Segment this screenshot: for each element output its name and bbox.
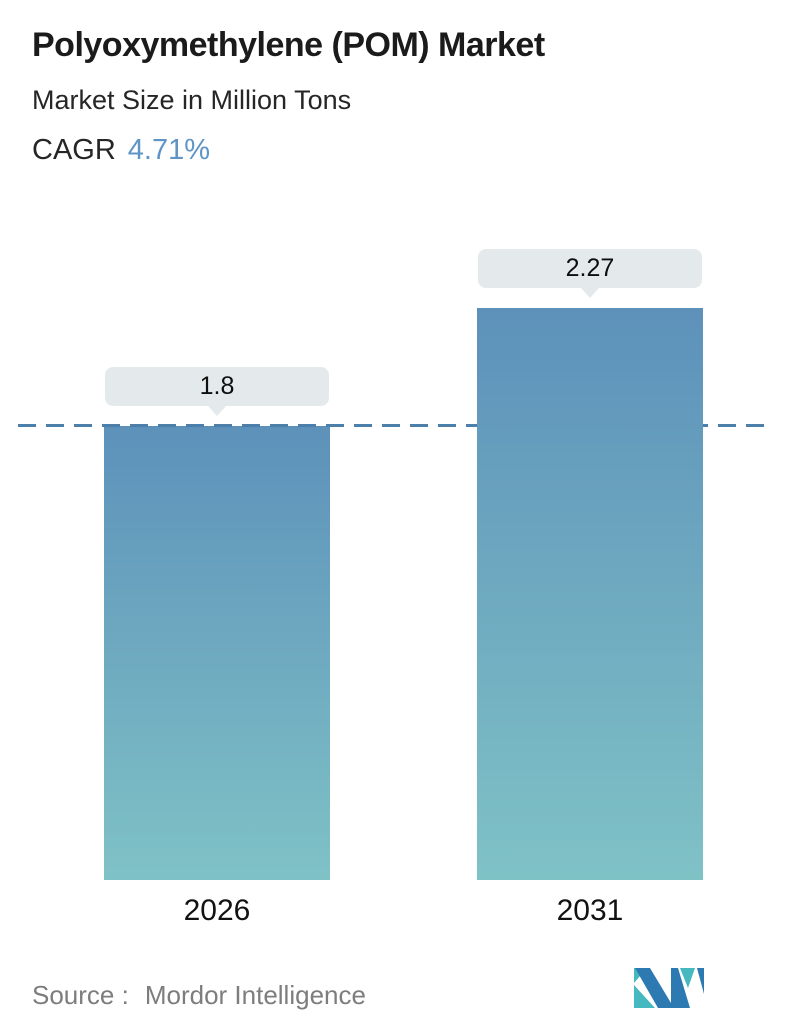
reference-dashed-line [18, 424, 768, 427]
value-callout-2031: 2.27 [478, 249, 702, 288]
value-label-2031: 2.27 [565, 254, 615, 282]
bar-2031 [477, 308, 703, 880]
chart-title: Polyoxymethylene (POM) Market [32, 26, 545, 64]
chart-subtitle: Market Size in Million Tons [32, 85, 352, 115]
x-axis-label-2031: 2031 [556, 894, 624, 927]
bar-2026 [104, 426, 330, 880]
source-line: Source : Mordor Intelligence [32, 980, 366, 1011]
mordor-intelligence-logo [634, 968, 704, 1008]
source-label: Source : [32, 980, 129, 1010]
cagr-line: CAGR 4.71% [32, 134, 210, 167]
value-callout-2026: 1.8 [105, 367, 329, 406]
cagr-value: 4.71% [127, 134, 211, 166]
cagr-label: CAGR [32, 134, 116, 166]
source-value: Mordor Intelligence [144, 980, 366, 1010]
value-label-2026: 1.8 [199, 372, 235, 400]
x-axis-label-2026: 2026 [183, 894, 251, 927]
